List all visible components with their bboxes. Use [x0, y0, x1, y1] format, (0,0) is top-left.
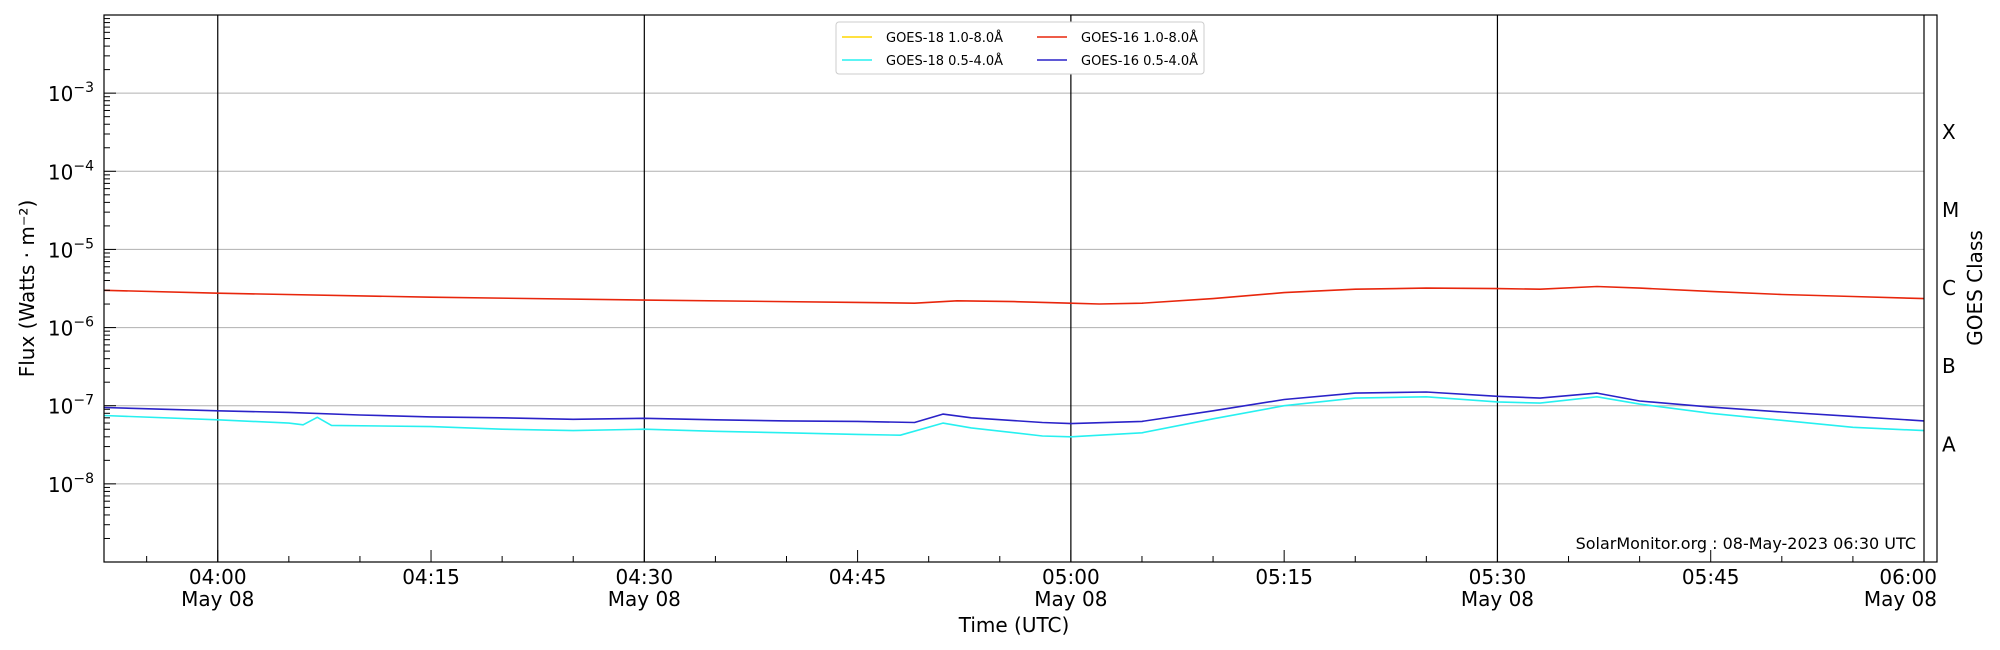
- legend-entry-label: GOES-16 0.5-4.0Å: [1081, 53, 1198, 69]
- x-tick-label: 05:00: [1042, 565, 1100, 589]
- legend-entry-label: GOES-18 1.0-8.0Å: [886, 30, 1003, 46]
- goes-class-label: X: [1942, 120, 1956, 144]
- y-tick-label: 10−7: [48, 393, 94, 419]
- x-tick-sublabel: May 08: [608, 587, 681, 611]
- x-tick-label: 06:00: [1879, 565, 1937, 589]
- series-line: [103, 391, 1925, 425]
- y-tick-label: 10−6: [48, 315, 94, 341]
- y-tick-label: 10−8: [48, 471, 94, 497]
- x-axis-title: Time (UTC): [958, 613, 1070, 637]
- goes-class-axis: A B C M X: [1923, 15, 1959, 562]
- series-layer: [103, 285, 1925, 438]
- goes-class-label: C: [1942, 276, 1956, 300]
- series-line: [103, 285, 1925, 305]
- goes-class-axis-title: GOES Class: [1963, 230, 1987, 346]
- legend-entry-label: GOES-18 0.5-4.0Å: [886, 53, 1003, 69]
- x-tick-label: 05:15: [1255, 565, 1313, 589]
- x-tick-label: 04:15: [402, 565, 460, 589]
- y-axis-ticks: 10−8 10−7 10−6 10−5 10−4 10−3: [48, 18, 116, 563]
- y-tick-label: 10−3: [48, 80, 94, 106]
- y-axis-title: Flux (Watts · m⁻²): [15, 200, 39, 378]
- x-tick-sublabel: May 08: [181, 587, 254, 611]
- legend-box: [835, 21, 1205, 75]
- x-tick-sublabel: May 08: [1864, 587, 1937, 611]
- x-tick-sublabel: May 08: [1034, 587, 1107, 611]
- x-tick-label: 04:45: [829, 565, 887, 589]
- plot-frame: [103, 14, 1938, 563]
- goes-class-label: A: [1942, 432, 1956, 456]
- legend-entry-label: GOES-16 1.0-8.0Å: [1081, 30, 1198, 46]
- legend-items: GOES-18 1.0-8.0Å GOES-16 1.0-8.0Å GOES-18 …: [842, 30, 1198, 69]
- y-tick-label: 10−4: [48, 158, 94, 184]
- x-tick-sublabel: May 08: [1461, 587, 1534, 611]
- grid-layer: [104, 92, 1924, 485]
- goes-class-label: M: [1942, 198, 1959, 222]
- legend: GOES-18 1.0-8.0Å GOES-16 1.0-8.0Å GOES-18 …: [835, 21, 1205, 75]
- x-tick-label: 05:30: [1469, 565, 1527, 589]
- credit-text: SolarMonitor.org : 08-May-2023 06:30 UTC: [1576, 534, 1916, 553]
- goes-class-label: B: [1942, 354, 1956, 378]
- x-tick-label: 05:45: [1682, 565, 1740, 589]
- x-tick-label: 04:30: [615, 565, 673, 589]
- x-tick-label: 04:00: [189, 565, 247, 589]
- series-line: [103, 395, 1925, 438]
- y-tick-label: 10−5: [48, 236, 94, 262]
